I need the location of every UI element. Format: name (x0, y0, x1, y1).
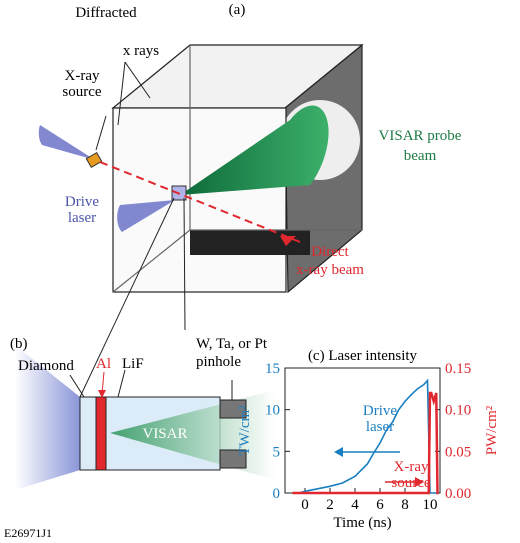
label: beam (404, 148, 437, 164)
y-tick-label: 5 (273, 444, 281, 460)
y2-tick-label: 0.00 (445, 486, 471, 502)
arrow-head (415, 477, 424, 487)
x-tick-label: 10 (423, 497, 438, 513)
figure-id: E26971J1 (4, 526, 52, 540)
label: Al (96, 356, 111, 372)
label: source (62, 84, 101, 100)
leaders (79, 61, 186, 398)
x-tick-label: 2 (326, 497, 334, 513)
x-tick-label: 6 (376, 497, 384, 513)
pinhole (219, 449, 247, 469)
label: Drive (65, 194, 99, 210)
xray-cone (38, 125, 95, 160)
label: W, Ta, or Pt (196, 336, 268, 352)
x-axis-label: Time (ns) (333, 515, 391, 531)
label: pinhole (196, 354, 241, 370)
series-label: Drive laser (362, 403, 398, 435)
label: x-ray beam (296, 262, 364, 278)
source (85, 151, 103, 169)
drive-cone (117, 200, 175, 232)
cube (111, 43, 364, 294)
label: laser (68, 210, 96, 226)
y-tick-label: 10 (265, 403, 280, 419)
al-layer (95, 396, 107, 471)
label: X-ray (65, 68, 100, 84)
y-tick-label: 15 (265, 361, 280, 377)
visar-cone (180, 105, 329, 195)
series-line (292, 391, 439, 495)
panel-label: (b) (10, 336, 28, 352)
label: VISAR probe (379, 128, 462, 144)
chart: (c) Laser intensity Time (ns) TW/cm² PW/cm²… (237, 348, 500, 531)
x-tick-label: 4 (351, 497, 359, 513)
chart-title: (c) Laser intensity (308, 348, 418, 364)
leaders (69, 369, 233, 400)
y2-axis-label: PW/cm² (484, 405, 500, 455)
x-tick-label: 0 (301, 497, 309, 513)
label: Diamond (18, 358, 74, 374)
y-tick-label: 0 (273, 486, 281, 502)
panel-label: (a) (229, 2, 246, 18)
arrow (280, 236, 296, 246)
label: LiF (122, 356, 144, 372)
y-axis-label: TW/cm² (237, 405, 253, 456)
label: x rays (123, 43, 159, 59)
y2-tick-label: 0.15 (445, 361, 471, 377)
label: VISAR (142, 426, 187, 442)
y2-tick-label: 0.05 (445, 444, 471, 460)
y2-tick-label: 0.10 (445, 403, 471, 419)
series-label: X-ray source (391, 459, 431, 491)
beam-b (15, 345, 80, 490)
series-line (298, 378, 439, 494)
arrow-head (334, 447, 343, 457)
pinhole (219, 399, 247, 419)
label: Diffracted (75, 5, 137, 21)
arrow (98, 390, 106, 398)
x-tick-label: 8 (401, 497, 409, 513)
label: Direct (311, 244, 349, 260)
beam (99, 161, 291, 239)
